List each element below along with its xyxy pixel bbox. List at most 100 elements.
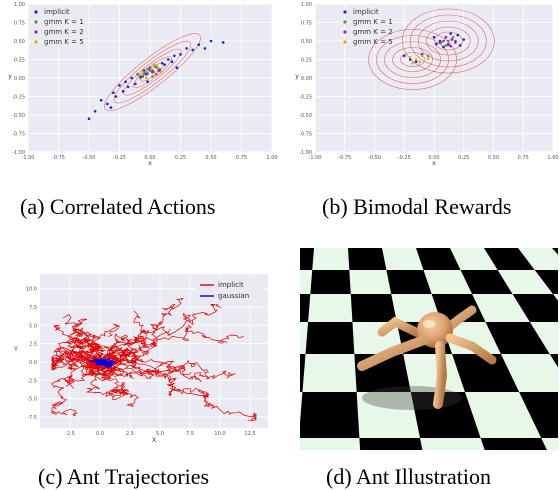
caption-b: (b) Bimodal Rewards bbox=[322, 194, 511, 220]
checker-tile bbox=[410, 392, 481, 438]
x-tick-label: 7.5 bbox=[186, 431, 194, 437]
x-tick-label: 0.00 bbox=[144, 155, 155, 161]
density-contour bbox=[123, 48, 182, 96]
ant-body-highlight bbox=[423, 320, 435, 328]
x-tick-label: 10.0 bbox=[214, 431, 225, 437]
trajectory-implicit bbox=[104, 326, 171, 370]
y-tick-label: 0.75 bbox=[14, 21, 25, 27]
x-tick-label: -0.25 bbox=[398, 155, 411, 161]
data-point bbox=[167, 58, 170, 61]
data-point bbox=[449, 32, 452, 35]
trajectory-implicit bbox=[53, 325, 109, 360]
caption-c: (c) Ant Trajectories bbox=[38, 464, 209, 490]
density-contour bbox=[384, 41, 441, 78]
x-tick-label: 0.0 bbox=[96, 431, 104, 437]
checker-tile bbox=[485, 322, 550, 354]
x-tick-label: 0.75 bbox=[236, 155, 247, 161]
checker-tile bbox=[310, 270, 351, 294]
data-point bbox=[126, 85, 130, 89]
data-point bbox=[426, 57, 430, 61]
trajectory-implicit bbox=[91, 362, 139, 407]
data-point bbox=[160, 61, 164, 65]
trajectory-implicit bbox=[94, 360, 257, 422]
legend-marker bbox=[34, 40, 38, 44]
legend-label: gmm K = 2 bbox=[353, 28, 393, 36]
chart-b: -1.00 -0.75 -0.50 -0.25 0.00 0.25 0.50 0.75 1.00… bbox=[295, 2, 558, 167]
legend-marker bbox=[34, 10, 38, 14]
data-point bbox=[438, 41, 442, 44]
legend-marker bbox=[343, 40, 347, 44]
x-tick-label: -0.25 bbox=[113, 155, 126, 161]
trajectory-gaussian bbox=[98, 360, 114, 367]
checker-tile bbox=[460, 270, 513, 294]
legend-marker bbox=[34, 20, 38, 24]
data-point bbox=[130, 76, 133, 80]
x-tick-label: -0.75 bbox=[338, 155, 351, 161]
checker-tile bbox=[512, 294, 558, 322]
data-point bbox=[138, 76, 142, 80]
legend-marker bbox=[343, 20, 347, 24]
trajectory-implicit bbox=[70, 323, 120, 366]
data-point bbox=[112, 91, 115, 95]
checker-tile bbox=[534, 270, 558, 294]
caption-b-title: Bimodal Rewards bbox=[353, 194, 512, 219]
checker-tile bbox=[386, 270, 432, 294]
data-point bbox=[146, 67, 149, 71]
data-point bbox=[444, 36, 448, 39]
data-point bbox=[137, 73, 141, 77]
density-contour bbox=[400, 52, 425, 67]
data-point bbox=[146, 80, 149, 83]
checker-tile bbox=[359, 438, 423, 450]
ant-leg-front-right bbox=[433, 341, 448, 409]
data-point bbox=[142, 73, 146, 76]
y-tick-label: -1.00 bbox=[12, 150, 25, 156]
data-point bbox=[458, 44, 462, 47]
data-point bbox=[141, 75, 144, 78]
x-tick-label: 2.5 bbox=[126, 431, 134, 437]
data-point bbox=[450, 38, 454, 41]
y-tick-label: -2.5 bbox=[27, 378, 37, 384]
trajectory-implicit bbox=[70, 318, 102, 370]
data-point bbox=[118, 84, 121, 87]
legend-label: gmm K = 5 bbox=[353, 38, 393, 46]
legend-label: gmm K = 2 bbox=[44, 28, 84, 36]
data-point bbox=[420, 54, 424, 58]
trajectory-implicit bbox=[96, 333, 137, 363]
x-tick-label: -0.50 bbox=[368, 155, 381, 161]
y-tick-label: 5.0 bbox=[29, 323, 37, 329]
chart-c-plot: -2.5 0.0 2.5 5.0 7.5 10.0 12.5 10.0 7.5 5.0 2.5 0.0… bbox=[13, 274, 268, 444]
y-tick-label: 0.75 bbox=[301, 21, 312, 27]
data-point bbox=[408, 58, 412, 61]
data-point bbox=[462, 38, 466, 41]
data-point bbox=[145, 76, 148, 80]
legend-label: gmm K = 5 bbox=[44, 38, 84, 46]
caption-a-label: (a) bbox=[20, 194, 45, 219]
legend-marker bbox=[34, 30, 38, 34]
trajectory-gaussian bbox=[88, 357, 103, 363]
density-contour bbox=[376, 35, 449, 84]
caption-b-label: (b) bbox=[322, 194, 348, 219]
ant-leg-right bbox=[445, 333, 497, 365]
ant-shadow bbox=[362, 386, 462, 410]
x-tick-label: -1.00 bbox=[22, 155, 35, 161]
x-tick-label: -2.5 bbox=[65, 431, 75, 437]
y-tick-label: -0.50 bbox=[12, 113, 25, 119]
y-tick-label: 0.00 bbox=[14, 76, 25, 82]
data-point bbox=[152, 63, 155, 66]
y-tick-label: -0.75 bbox=[299, 132, 312, 138]
y-tick-label: -5.0 bbox=[27, 397, 37, 403]
density-contour bbox=[392, 47, 433, 72]
chart-a: -1.00 -0.75 -0.50 -0.25 0.00 0.25 0.50 0.75 1.00… bbox=[8, 2, 277, 167]
trajectory-implicit bbox=[51, 354, 98, 370]
trajectory-implicit bbox=[62, 356, 118, 389]
data-point bbox=[402, 54, 406, 58]
x-tick-label: -0.75 bbox=[52, 155, 65, 161]
ant-leg-back-left bbox=[377, 316, 425, 339]
x-tick-label: -0.50 bbox=[83, 155, 96, 161]
checker-tile bbox=[300, 392, 360, 438]
trajectory-implicit bbox=[97, 303, 222, 365]
ant-leg-front-left bbox=[357, 335, 429, 371]
x-tick-label: 1.00 bbox=[547, 155, 558, 161]
legend-label: implicit bbox=[218, 281, 244, 289]
checker-tile bbox=[484, 248, 535, 270]
